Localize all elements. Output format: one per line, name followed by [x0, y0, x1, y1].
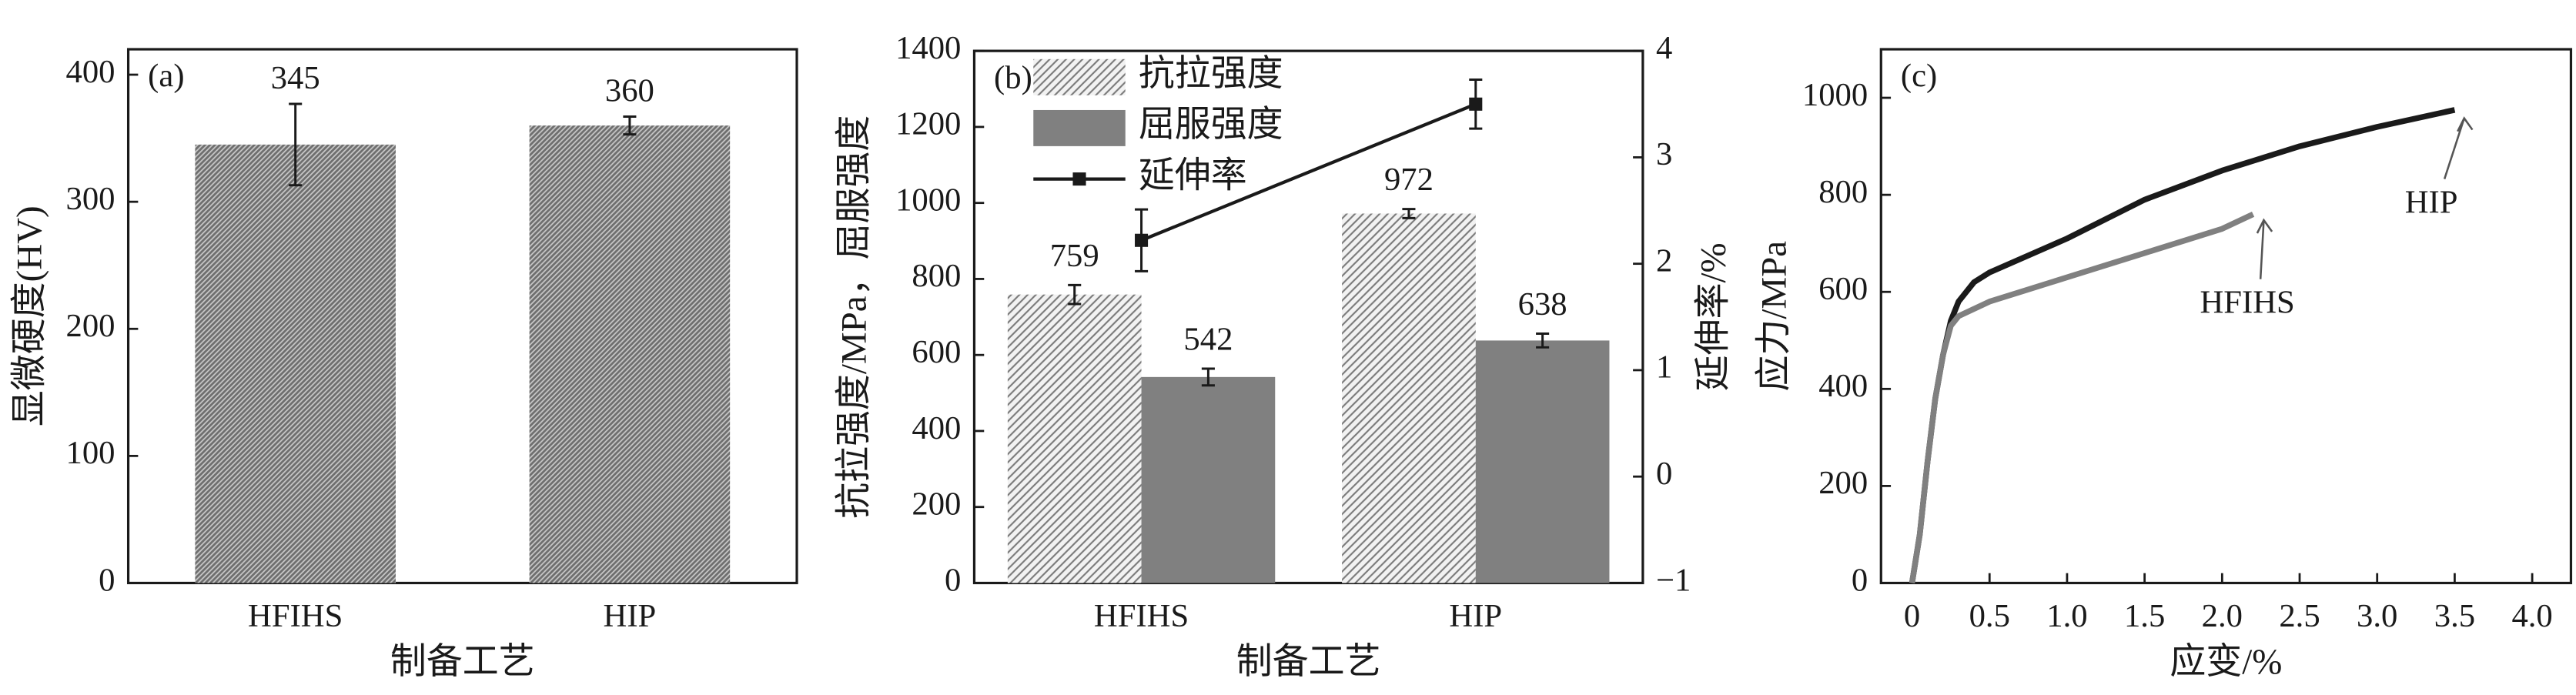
marker — [1135, 233, 1149, 247]
y2-tick-label: 0 — [1656, 456, 1672, 492]
bar — [1007, 294, 1142, 583]
legend-swatch — [1033, 58, 1126, 95]
x-tick-label: 2.0 — [2202, 598, 2243, 634]
y-axis-label: 显微硬度(HV) — [10, 205, 50, 426]
y2-tick-label: 2 — [1656, 242, 1672, 279]
marker — [1469, 97, 1483, 111]
x-tick-label: 3.0 — [2357, 598, 2397, 634]
x-tick-label: 2.5 — [2279, 598, 2320, 634]
bar — [1141, 376, 1276, 583]
line — [1909, 107, 2456, 584]
x-tick-label: 3.5 — [2434, 598, 2475, 634]
y-tick-label: 400 — [66, 54, 115, 90]
x-tick-label: 1.0 — [2046, 598, 2087, 634]
panel: 0 100 200 300 400 (a) 制备工艺 显微硬度(HV) HFIHS HIP 345 3… — [10, 48, 798, 682]
panel-label: (a) — [148, 58, 184, 94]
x-tick-label: 0 — [1904, 598, 1920, 634]
y-tick-label: 1200 — [895, 106, 961, 142]
panel-label: (c) — [1901, 58, 1937, 94]
legend-swatch — [1072, 172, 1086, 186]
error-bar — [1068, 283, 1082, 306]
series-label: HIP — [2405, 185, 2458, 221]
x-tick-label: HFIHS — [1094, 598, 1189, 634]
y2-tick-label: 4 — [1656, 30, 1672, 66]
x-tick-label: 4.0 — [2511, 598, 2552, 634]
legend-swatch — [1033, 109, 1126, 146]
y-tick-label: 0 — [945, 562, 961, 598]
error-bar — [1402, 208, 1416, 219]
y-tick-label: 400 — [912, 410, 961, 446]
panel: 0 200 400 600 800 1000 1200 1400 −1 0 1 2 3 4 (b) 制备工艺 抗… — [835, 30, 1734, 682]
x-tick-label: 0.5 — [1969, 598, 2010, 634]
bar — [1342, 213, 1476, 583]
plot-frame — [972, 49, 1644, 585]
line — [1909, 211, 2255, 584]
error-bar — [623, 115, 637, 136]
y2-axis-label: 延伸率/% — [1694, 242, 1734, 391]
bar — [529, 125, 731, 583]
annotation-arrow — [2443, 116, 2474, 179]
y-tick-label: 600 — [912, 334, 961, 370]
y-tick-label: 1000 — [895, 182, 961, 218]
bar — [1475, 340, 1610, 583]
y-tick-label: 0 — [1852, 562, 1868, 598]
y-tick-label: 200 — [66, 308, 115, 344]
annotation-arrow — [2256, 218, 2273, 279]
y-axis-label: 应力/MPa — [1755, 241, 1795, 392]
y-tick-label: 100 — [66, 435, 115, 471]
x-axis-label: 应变/% — [2170, 642, 2282, 682]
y-axis-label: 抗拉强度/MPa，屈服强度 — [835, 115, 875, 519]
y-tick-label: 300 — [66, 181, 115, 217]
y-tick-label: 800 — [1818, 174, 1868, 210]
y-tick-label: 200 — [912, 486, 961, 523]
y-tick-label: 600 — [1818, 271, 1868, 307]
line — [1140, 102, 1477, 242]
value-label: 542 — [1183, 322, 1233, 358]
y-tick-label: 1000 — [1802, 77, 1868, 113]
x-tick-label: HIP — [1449, 598, 1502, 634]
y-tick-label: 1400 — [895, 30, 961, 66]
error-bar — [1201, 367, 1215, 387]
panel: 0 200 400 600 800 1000 (c) 应变/% 应力/MPa 0 0.5 1.0 1.5… — [1755, 48, 2573, 682]
y-tick-label: 400 — [1818, 368, 1868, 404]
x-tick-label: HIP — [604, 598, 657, 634]
plot-frame — [126, 48, 798, 585]
x-tick-label: HFIHS — [248, 598, 343, 634]
x-tick-label: 1.5 — [2124, 598, 2165, 634]
plot-frame — [1879, 48, 2573, 585]
y-tick-label: 200 — [1818, 465, 1868, 501]
series-label: HFIHS — [2200, 285, 2294, 321]
bar — [195, 144, 396, 583]
panel-label: (b) — [994, 59, 1032, 95]
value-label: 759 — [1050, 238, 1099, 274]
y2-tick-label: 1 — [1656, 349, 1672, 386]
y-tick-label: 0 — [99, 562, 115, 598]
y-tick-label: 800 — [912, 258, 961, 294]
error-bar — [1536, 332, 1550, 349]
value-label: 972 — [1384, 162, 1434, 198]
y2-tick-label: 3 — [1656, 136, 1672, 172]
value-label: 638 — [1518, 286, 1567, 322]
error-bar — [289, 102, 303, 187]
legend-label: 屈服强度 — [1139, 105, 1283, 145]
legend-label: 抗拉强度 — [1139, 54, 1283, 94]
value-label: 360 — [605, 72, 654, 109]
x-axis-label: 制备工艺 — [390, 642, 535, 682]
legend-label: 延伸率 — [1139, 155, 1247, 195]
x-axis-label: 制备工艺 — [1236, 642, 1381, 682]
value-label: 345 — [271, 60, 320, 96]
y2-tick-label: −1 — [1656, 562, 1691, 598]
